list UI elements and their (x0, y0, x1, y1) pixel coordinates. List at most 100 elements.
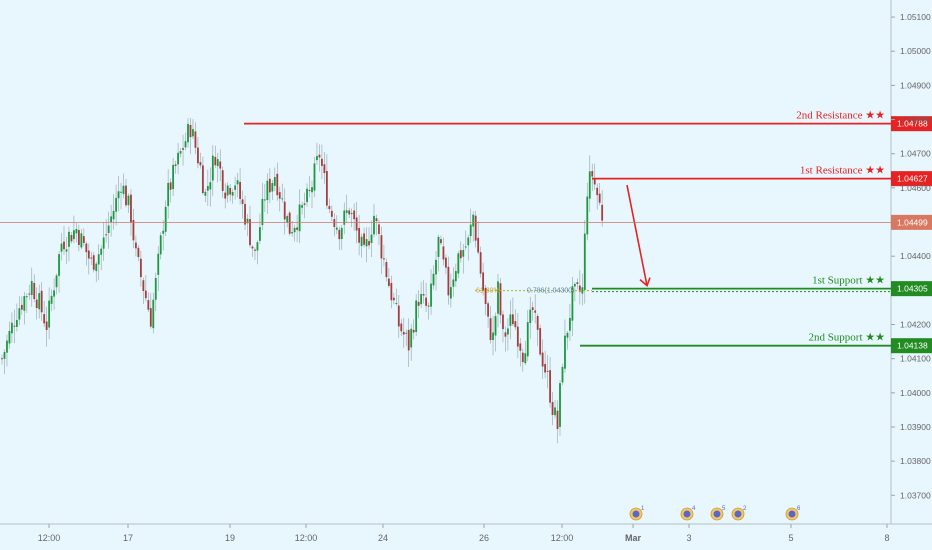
candle-body (573, 283, 576, 287)
candle-body (554, 407, 556, 416)
y-tick-label: 1.04400 (900, 251, 931, 261)
candle-body (452, 279, 455, 287)
candle-body (154, 277, 157, 300)
candle-body (502, 314, 504, 330)
candle-body (549, 370, 551, 403)
candle-body (174, 164, 177, 167)
candle-body (149, 308, 152, 327)
event-marker: 6 (785, 506, 801, 521)
event-icon-inner (788, 510, 796, 518)
candle-body (504, 332, 507, 337)
candle-body (494, 315, 497, 336)
candle-body (313, 163, 316, 191)
event-count: 5 (722, 506, 726, 512)
candle-body (229, 187, 232, 195)
y-tick-label: 1.04700 (900, 149, 931, 159)
candle-body (25, 296, 28, 298)
candle-body (8, 330, 11, 344)
event-count: 2 (743, 506, 747, 512)
candle-body (80, 233, 83, 248)
candle-body (201, 165, 204, 193)
candle-body (571, 286, 574, 321)
levels-layer: 2nd Resistance ★★ 1.04788 1st Resistance ★… (244, 110, 932, 354)
candle-body (231, 192, 234, 196)
fib-left-label: 61.80% (476, 288, 500, 295)
candle-body (164, 206, 167, 232)
candle-body (167, 182, 170, 207)
candle-body (345, 210, 348, 213)
candle-body (214, 156, 217, 166)
candle-body (107, 225, 110, 234)
candle-body (373, 215, 375, 235)
candle-body (467, 237, 470, 246)
candle-body (492, 332, 494, 341)
candle-body (566, 332, 569, 338)
candle-body (425, 297, 427, 306)
level-price-tag-bg (891, 171, 932, 187)
candle-body (507, 328, 509, 335)
candle-body (601, 204, 604, 221)
x-tick-label: 12:00 (38, 533, 61, 543)
candle-body (519, 343, 522, 351)
candle-body (325, 171, 328, 206)
forecast-arrow-shaft (626, 184, 648, 286)
y-tick-label: 1.03900 (900, 422, 931, 432)
candle-body (23, 296, 26, 311)
candle-body (544, 363, 547, 373)
candle-body (586, 196, 589, 235)
candle-body (60, 243, 63, 252)
candle-body (293, 227, 296, 233)
candle-body (172, 164, 175, 190)
candle-body (360, 236, 363, 247)
candle-body (316, 156, 318, 161)
candle-body (516, 326, 519, 347)
candle-body (3, 352, 6, 359)
candle-body (20, 304, 23, 310)
candle-body (308, 190, 311, 192)
candle-body (353, 210, 356, 220)
candle-body (402, 331, 405, 335)
candle-body (224, 192, 227, 199)
candle-body (395, 302, 398, 304)
candle-body (546, 370, 549, 372)
candle-body (375, 218, 378, 222)
candle-body (397, 305, 400, 327)
candle-body (197, 147, 199, 164)
candle-body (412, 329, 415, 333)
candle-body (187, 123, 189, 143)
candle-body (559, 383, 561, 427)
current-price-tag-bg (891, 214, 932, 230)
candle-body (40, 290, 43, 313)
candle-body (340, 227, 343, 240)
candle-body (593, 179, 596, 185)
candle-body (254, 249, 256, 251)
candle-body (117, 191, 120, 199)
candle-body (591, 171, 594, 177)
candle-body (479, 252, 482, 274)
current-price-tag: 1.04499 (891, 214, 932, 230)
candle-body (63, 241, 65, 250)
candle-body (48, 300, 51, 328)
candle-body (120, 191, 122, 193)
candle-body (112, 210, 115, 220)
level-price-tag: 1.04138 (897, 341, 928, 351)
candle-body (55, 275, 58, 288)
level-price-tag-bg (891, 116, 932, 132)
candle-body (298, 204, 301, 232)
candle-body (182, 148, 184, 150)
price-axis: 1.05100 1.05000 1.04900 1.04800 1.04700 1.046… (891, 12, 931, 500)
candle-body (410, 328, 413, 348)
candle-body (246, 218, 249, 224)
candle-body (526, 322, 529, 357)
candle-body (75, 229, 78, 234)
candle-body (497, 281, 499, 314)
events-layer: 1 4 5 2 6 (629, 506, 801, 521)
candle-body (236, 180, 239, 185)
candle-body (273, 177, 276, 186)
candle-body (499, 283, 502, 316)
candle-body (383, 258, 385, 260)
candle-body (87, 250, 90, 259)
candle-body (70, 235, 73, 242)
